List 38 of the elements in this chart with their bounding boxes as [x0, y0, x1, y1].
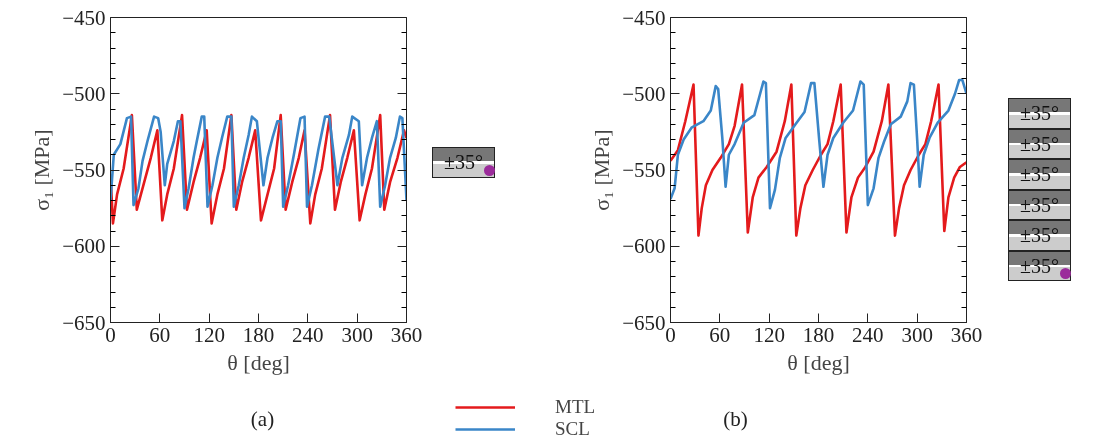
- y-axis-title: σ₁ [MPa]: [589, 129, 615, 211]
- y-tick-label: −650: [62, 310, 106, 335]
- text: ±35°: [1008, 128, 1071, 159]
- x-tick-label: 0: [105, 322, 116, 347]
- x-tick-label: 300: [341, 322, 373, 347]
- y-tick-label: −500: [62, 81, 106, 106]
- text: ±35°: [1008, 159, 1071, 190]
- x-axis-title: θ [deg]: [227, 349, 290, 375]
- y-tick-label: −550: [622, 158, 666, 182]
- x-tick-label: 240: [852, 322, 884, 347]
- x-tick-label: 60: [709, 322, 731, 347]
- x-axis-title: θ [deg]: [787, 349, 850, 375]
- y-tick-label: −500: [622, 81, 666, 106]
- text: (b): [723, 406, 748, 431]
- x-tick-label: 300: [901, 322, 933, 347]
- x-tick-label: 360: [390, 322, 423, 347]
- x-tick-label: 240: [292, 322, 324, 347]
- x-tick-label: 60: [149, 322, 171, 347]
- legend-label: SCL: [555, 418, 590, 440]
- y-axis-title: σ₁ [MPa]: [29, 129, 55, 211]
- x-tick-label: 180: [242, 322, 275, 347]
- x-tick-label: 360: [950, 322, 983, 347]
- y-tick-label: −650: [622, 310, 666, 335]
- x-tick-label: 120: [753, 322, 785, 347]
- y-tick-label: −550: [62, 158, 106, 182]
- y-tick-label: −450: [622, 5, 666, 30]
- text: ±35°: [1008, 250, 1071, 281]
- text: ±35°: [1008, 189, 1071, 220]
- y-tick-label: −450: [62, 5, 106, 30]
- text: ±35°: [1008, 98, 1071, 129]
- x-tick-label: 0: [665, 322, 676, 347]
- legend-label: MTL: [555, 396, 596, 418]
- y-tick-label: −600: [62, 234, 106, 259]
- y-tick-label: −600: [622, 234, 666, 259]
- text: ±35°: [1008, 220, 1071, 251]
- text: (a): [250, 406, 275, 431]
- x-tick-label: 180: [802, 322, 835, 347]
- x-tick-label: 120: [193, 322, 225, 347]
